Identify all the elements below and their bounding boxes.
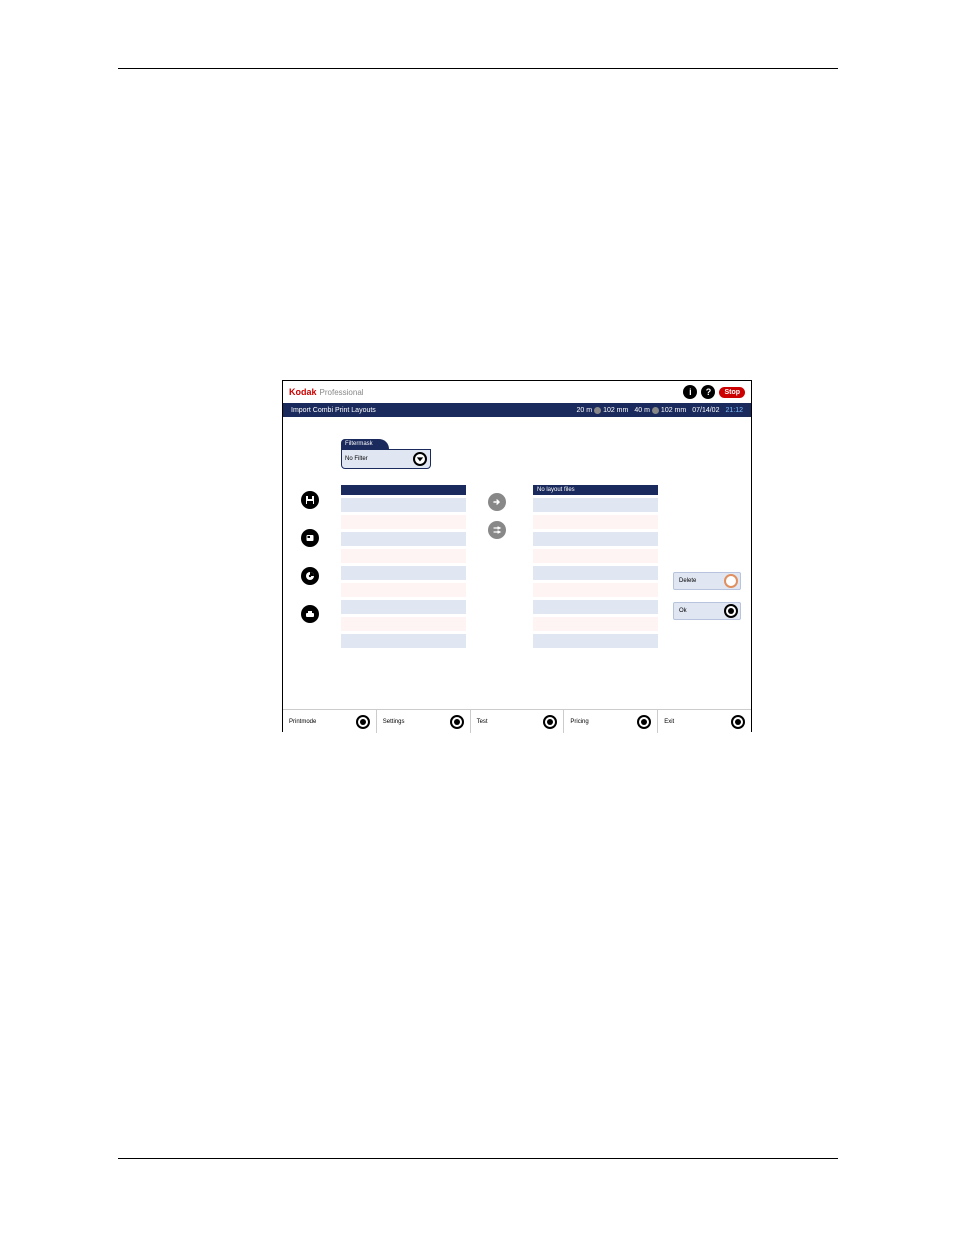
list-item[interactable] <box>341 566 466 580</box>
help-icon[interactable]: ? <box>701 385 715 399</box>
list-item[interactable] <box>341 515 466 529</box>
roll-icon <box>594 407 601 414</box>
card-icon[interactable] <box>301 529 319 547</box>
delete-button[interactable]: Delete <box>673 572 741 590</box>
source-list[interactable] <box>341 485 466 648</box>
chevron-down-icon[interactable] <box>413 452 427 466</box>
circle-icon <box>356 715 370 729</box>
settings-button[interactable]: Settings <box>377 710 471 733</box>
settings-label: Settings <box>383 719 405 725</box>
pricing-label: Pricing <box>570 719 588 725</box>
list-item[interactable] <box>341 617 466 631</box>
list-item[interactable] <box>341 600 466 614</box>
list-item[interactable] <box>533 600 658 614</box>
title-bar: Import Combi Print Layouts 20 m 102 mm 4… <box>283 403 751 417</box>
printmode-button[interactable]: Printmode <box>283 710 377 733</box>
circle-icon <box>637 715 651 729</box>
status-time: 21:12 <box>725 407 743 414</box>
list-item[interactable] <box>341 583 466 597</box>
list-item[interactable] <box>533 532 658 546</box>
pricing-button[interactable]: Pricing <box>564 710 658 733</box>
cd-icon[interactable] <box>301 567 319 585</box>
list-item[interactable] <box>533 515 658 529</box>
filter-value: No Filter <box>345 456 368 462</box>
paper-status-1: 20 m 102 mm <box>577 407 629 414</box>
top-icons: i ? Stop <box>683 385 745 399</box>
filter-body: No Filter <box>341 449 431 469</box>
bottom-nav: Printmode Settings Test Pricing Exit <box>283 709 751 733</box>
page-rule-bottom <box>118 1158 838 1159</box>
circle-icon <box>731 715 745 729</box>
scanner-icon[interactable] <box>301 605 319 623</box>
status-date: 07/14/02 <box>692 407 719 414</box>
page-rule-top <box>118 68 838 69</box>
list-item[interactable] <box>533 617 658 631</box>
content-area: Filtermask No Filter <box>283 417 751 709</box>
list-item[interactable] <box>533 498 658 512</box>
list-item[interactable] <box>341 634 466 648</box>
action-buttons: Delete Ok <box>673 572 741 620</box>
brand-professional: Professional <box>320 388 364 397</box>
list-item[interactable] <box>341 498 466 512</box>
list-item[interactable] <box>533 634 658 648</box>
ok-label: Ok <box>679 608 687 614</box>
screen-title: Import Combi Print Layouts <box>291 407 376 414</box>
circle-icon <box>724 604 738 618</box>
test-label: Test <box>477 719 488 725</box>
list-item[interactable] <box>341 532 466 546</box>
paper-status-2: 40 m 102 mm <box>634 407 686 414</box>
test-button[interactable]: Test <box>471 710 565 733</box>
status-area: 20 m 102 mm 40 m 102 mm 07/14/02 21:12 <box>577 407 744 414</box>
stop-button[interactable]: Stop <box>719 387 745 398</box>
exit-label: Exit <box>664 719 674 725</box>
move-all-right-button[interactable] <box>488 521 506 539</box>
transfer-controls <box>488 493 506 539</box>
brand: Kodak Professional <box>289 387 364 397</box>
list-item[interactable] <box>533 583 658 597</box>
info-icon[interactable]: i <box>683 385 697 399</box>
list-item[interactable] <box>533 549 658 563</box>
filter-tab-label: Filtermask <box>341 439 389 449</box>
app-window: Kodak Professional i ? Stop Import Combi… <box>282 380 752 732</box>
roll-icon <box>652 407 659 414</box>
ok-button[interactable]: Ok <box>673 602 741 620</box>
list-item[interactable] <box>533 566 658 580</box>
circle-icon <box>543 715 557 729</box>
circle-icon <box>724 574 738 588</box>
move-right-button[interactable] <box>488 493 506 511</box>
exit-button[interactable]: Exit <box>658 710 751 733</box>
floppy-icon[interactable] <box>301 491 319 509</box>
top-bar: Kodak Professional i ? Stop <box>283 381 751 403</box>
printmode-label: Printmode <box>289 719 316 725</box>
source-icons <box>301 491 319 623</box>
source-list-header <box>341 485 466 495</box>
brand-kodak: Kodak <box>289 387 317 397</box>
list-item[interactable] <box>341 549 466 563</box>
circle-icon <box>450 715 464 729</box>
target-list-header: No layout files <box>533 485 658 495</box>
target-list[interactable]: No layout files <box>533 485 658 648</box>
filter-dropdown[interactable]: Filtermask No Filter <box>341 439 431 469</box>
delete-label: Delete <box>679 578 696 584</box>
